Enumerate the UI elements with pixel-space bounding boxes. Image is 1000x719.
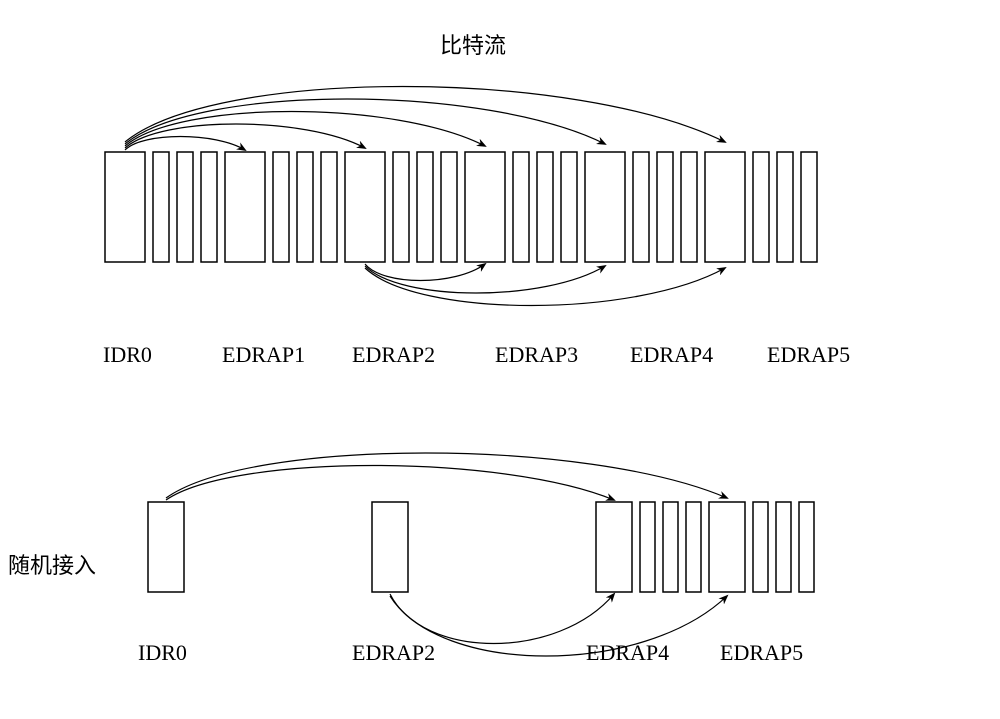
bottom-label-EDRAP2: EDRAP2 [352, 640, 435, 666]
bitstream-forward-refs [125, 87, 725, 151]
random-access-label: 随机接入 [8, 548, 96, 580]
random-access-frames [148, 502, 814, 592]
top-label-IDR0: IDR0 [103, 342, 152, 368]
top-label-EDRAP1: EDRAP1 [222, 342, 305, 368]
bitstream-frames [105, 152, 817, 262]
bottom-label-EDRAP4: EDRAP4 [586, 640, 669, 666]
bottom-label-IDR0: IDR0 [138, 640, 187, 666]
top-label-EDRAP5: EDRAP5 [767, 342, 850, 368]
random-access-backward-refs [390, 594, 727, 656]
title: 比特流 [440, 28, 506, 60]
bitstream-backward-refs [365, 264, 725, 306]
random-access-forward-refs [166, 453, 727, 500]
top-label-EDRAP2: EDRAP2 [352, 342, 435, 368]
top-label-EDRAP3: EDRAP3 [495, 342, 578, 368]
bottom-label-EDRAP5: EDRAP5 [720, 640, 803, 666]
top-label-EDRAP4: EDRAP4 [630, 342, 713, 368]
